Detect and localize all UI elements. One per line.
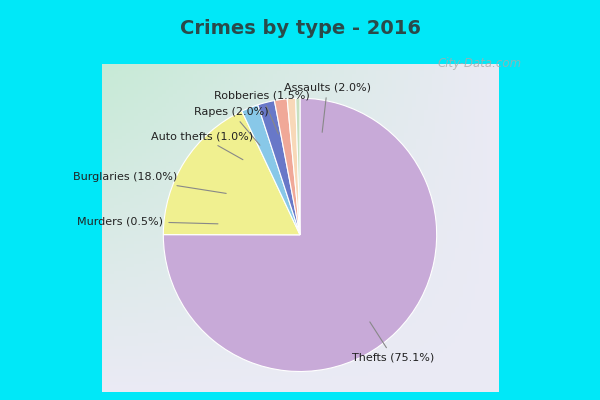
Text: Burglaries (18.0%): Burglaries (18.0%) <box>73 172 226 194</box>
Text: Rapes (2.0%): Rapes (2.0%) <box>194 107 269 145</box>
Wedge shape <box>163 98 437 372</box>
Text: City-Data.com: City-Data.com <box>438 58 522 70</box>
Wedge shape <box>242 105 300 235</box>
Wedge shape <box>296 98 300 235</box>
Wedge shape <box>258 100 300 235</box>
Wedge shape <box>163 111 300 235</box>
Text: Robberies (1.5%): Robberies (1.5%) <box>214 90 310 134</box>
Text: Assaults (2.0%): Assaults (2.0%) <box>284 82 371 132</box>
Text: Crimes by type - 2016: Crimes by type - 2016 <box>179 18 421 38</box>
Text: Thefts (75.1%): Thefts (75.1%) <box>352 322 434 363</box>
Text: Auto thefts (1.0%): Auto thefts (1.0%) <box>151 132 253 160</box>
Wedge shape <box>274 99 300 235</box>
Text: Murders (0.5%): Murders (0.5%) <box>77 216 218 226</box>
Wedge shape <box>287 98 300 235</box>
